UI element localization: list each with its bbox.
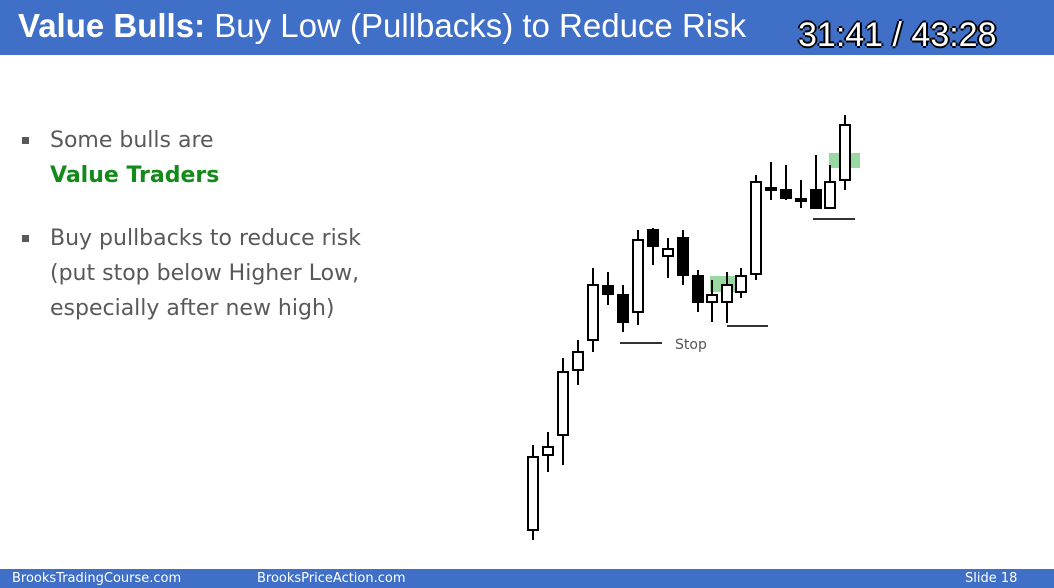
footer-link: BrooksPriceAction.com	[257, 571, 406, 586]
candle	[557, 358, 569, 465]
candle-body	[735, 275, 747, 293]
bullet-highlight: Value Traders	[50, 163, 220, 188]
candle-body	[602, 285, 614, 295]
candle	[765, 162, 777, 200]
header-bar: Value Bulls: Buy Low (Pullbacks) to Redu…	[0, 0, 1054, 55]
candle	[632, 230, 644, 325]
candle-body	[557, 371, 569, 436]
candle-body	[587, 284, 599, 341]
candle	[692, 270, 704, 312]
title-bold: Value Bulls:	[18, 7, 206, 44]
candle-body	[780, 189, 792, 199]
candle	[662, 238, 674, 278]
title-text: Buy Low (Pullbacks) to Reduce Risk	[214, 7, 747, 44]
candle-body	[542, 446, 554, 456]
candle	[735, 268, 747, 298]
bullet-line: Buy pullbacks to reduce risk	[50, 226, 361, 251]
candle-body	[810, 189, 822, 209]
candle-body	[824, 181, 836, 209]
candle	[795, 180, 807, 208]
candle-body	[677, 237, 689, 276]
candle-body	[750, 181, 762, 275]
candle	[810, 155, 822, 209]
candle-body	[765, 187, 777, 191]
slide-number: Slide 18	[965, 571, 1018, 586]
candle-body	[647, 229, 659, 247]
candle-body	[706, 294, 718, 303]
bullet-marker	[22, 235, 29, 242]
bullet-text: Some bulls are	[50, 128, 214, 153]
footer-bar: BrooksTradingCourse.com BrooksPriceActio…	[0, 569, 1054, 588]
candle	[602, 272, 614, 305]
stop-label: Stop	[675, 337, 707, 353]
candle-body	[527, 456, 539, 531]
candle	[587, 268, 599, 352]
candle	[824, 165, 836, 209]
candle-body	[795, 198, 807, 202]
candle	[617, 285, 629, 332]
candle-body	[572, 351, 584, 371]
footer-link: BrooksTradingCourse.com	[12, 571, 182, 586]
candle-body	[721, 284, 733, 303]
candle-body	[617, 294, 629, 323]
candle	[527, 445, 539, 540]
candle	[780, 165, 792, 200]
bullet-marker	[22, 137, 29, 144]
bullet-line: (put stop below Higher Low,	[50, 261, 360, 286]
candle	[542, 432, 554, 472]
candle-body	[662, 248, 674, 257]
video-timer: 31:41 / 43:28	[798, 16, 997, 54]
candle-body	[692, 275, 704, 303]
bullet-line: especially after new high)	[50, 296, 335, 321]
bullet: Some bulls are Value Traders	[22, 123, 219, 193]
candle	[706, 280, 718, 322]
candle	[647, 228, 659, 265]
candle-body	[839, 124, 851, 181]
title: Value Bulls: Buy Low (Pullbacks) to Redu…	[18, 7, 746, 45]
candle	[677, 230, 689, 285]
candle-body	[632, 239, 644, 313]
candle	[839, 115, 851, 190]
candle	[750, 175, 762, 280]
bullet: Buy pullbacks to reduce risk (put stop b…	[22, 221, 361, 326]
candle	[721, 272, 733, 323]
candle	[572, 340, 584, 385]
